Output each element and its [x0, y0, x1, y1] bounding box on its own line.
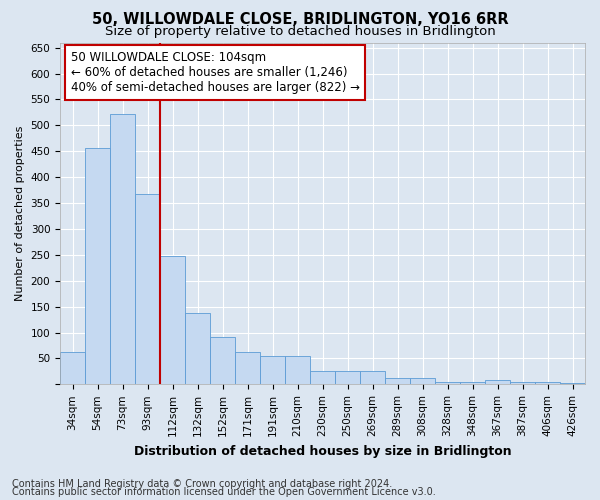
Text: 50 WILLOWDALE CLOSE: 104sqm
← 60% of detached houses are smaller (1,246)
40% of : 50 WILLOWDALE CLOSE: 104sqm ← 60% of det…: [71, 51, 359, 94]
Text: 50, WILLOWDALE CLOSE, BRIDLINGTON, YO16 6RR: 50, WILLOWDALE CLOSE, BRIDLINGTON, YO16 …: [92, 12, 508, 28]
Bar: [535, 382, 560, 384]
Bar: [510, 382, 535, 384]
Bar: [135, 194, 160, 384]
Bar: [435, 382, 460, 384]
Bar: [385, 378, 410, 384]
Bar: [360, 371, 385, 384]
Bar: [160, 256, 185, 384]
Bar: [210, 337, 235, 384]
Y-axis label: Number of detached properties: Number of detached properties: [15, 126, 25, 301]
Bar: [85, 148, 110, 384]
Bar: [335, 371, 360, 384]
Text: Contains public sector information licensed under the Open Government Licence v3: Contains public sector information licen…: [12, 487, 436, 497]
Bar: [485, 380, 510, 384]
Bar: [260, 356, 285, 384]
Bar: [60, 352, 85, 384]
Bar: [185, 313, 210, 384]
Bar: [285, 356, 310, 384]
X-axis label: Distribution of detached houses by size in Bridlington: Distribution of detached houses by size …: [134, 444, 511, 458]
Bar: [310, 371, 335, 384]
Bar: [110, 114, 135, 384]
Text: Contains HM Land Registry data © Crown copyright and database right 2024.: Contains HM Land Registry data © Crown c…: [12, 479, 392, 489]
Bar: [460, 382, 485, 384]
Bar: [560, 383, 585, 384]
Bar: [410, 378, 435, 384]
Text: Size of property relative to detached houses in Bridlington: Size of property relative to detached ho…: [104, 25, 496, 38]
Bar: [235, 352, 260, 384]
